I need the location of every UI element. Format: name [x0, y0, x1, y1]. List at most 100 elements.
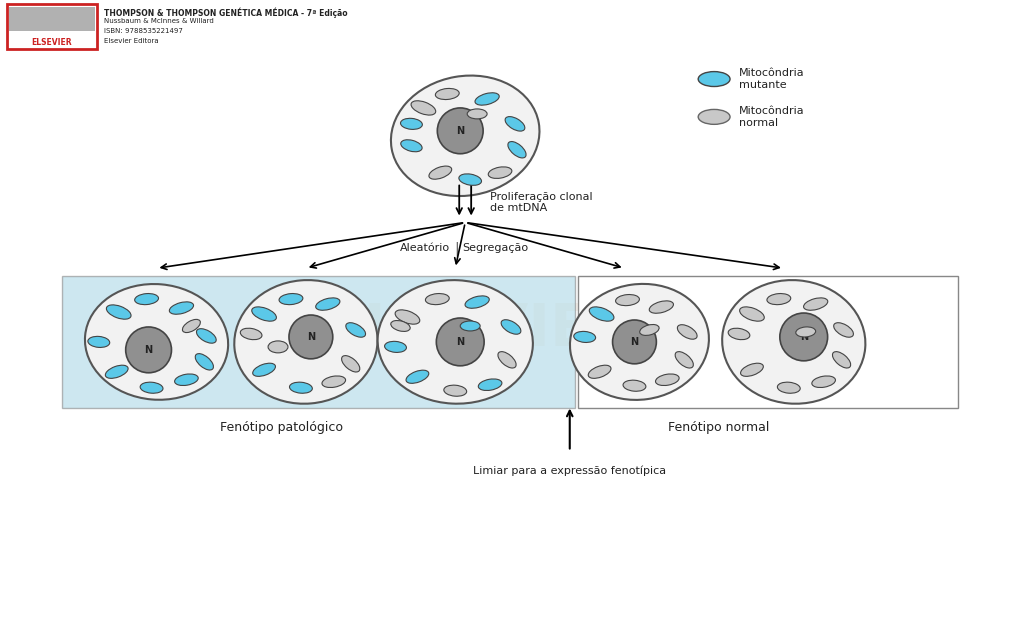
Ellipse shape	[623, 380, 646, 391]
Ellipse shape	[196, 354, 213, 370]
Text: Proliferação clonal
de mtDNA: Proliferação clonal de mtDNA	[490, 192, 593, 213]
Circle shape	[436, 318, 484, 366]
Circle shape	[612, 320, 656, 364]
Circle shape	[780, 313, 827, 361]
Ellipse shape	[478, 379, 502, 390]
Ellipse shape	[475, 93, 500, 105]
Ellipse shape	[501, 320, 521, 334]
Ellipse shape	[675, 351, 693, 368]
Ellipse shape	[400, 140, 422, 152]
Ellipse shape	[105, 365, 128, 378]
Circle shape	[437, 108, 483, 154]
Text: Limiar para a expressão fenotípica: Limiar para a expressão fenotípica	[473, 465, 667, 476]
FancyBboxPatch shape	[9, 8, 95, 31]
Ellipse shape	[465, 296, 489, 308]
Ellipse shape	[391, 321, 411, 332]
Ellipse shape	[505, 116, 525, 131]
Text: Nussbaum & McInnes & Willard: Nussbaum & McInnes & Willard	[103, 19, 214, 24]
Ellipse shape	[615, 294, 639, 306]
Ellipse shape	[649, 301, 674, 313]
Ellipse shape	[467, 109, 487, 119]
Ellipse shape	[573, 332, 596, 342]
Text: Fenótipo patológico: Fenótipo patológico	[219, 421, 342, 434]
FancyBboxPatch shape	[7, 4, 97, 49]
Ellipse shape	[400, 118, 422, 129]
FancyBboxPatch shape	[578, 276, 958, 408]
Ellipse shape	[488, 167, 512, 179]
FancyBboxPatch shape	[62, 276, 574, 408]
Text: THOMPSON & THOMPSON GENÉTICA MÉDICA - 7ª Edição: THOMPSON & THOMPSON GENÉTICA MÉDICA - 7ª…	[103, 8, 347, 18]
Ellipse shape	[698, 72, 730, 86]
Ellipse shape	[677, 324, 697, 339]
Text: Segregação: Segregação	[462, 243, 528, 253]
Ellipse shape	[834, 323, 853, 337]
Text: N: N	[307, 332, 315, 342]
Ellipse shape	[290, 382, 312, 393]
Text: Mitocôndria
mutante: Mitocôndria mutante	[739, 68, 805, 90]
Ellipse shape	[378, 280, 532, 404]
Ellipse shape	[385, 341, 407, 353]
Ellipse shape	[698, 109, 730, 124]
Text: Aleatório: Aleatório	[400, 243, 451, 253]
Text: N: N	[800, 332, 808, 342]
Ellipse shape	[812, 376, 836, 387]
Ellipse shape	[425, 294, 450, 305]
Ellipse shape	[253, 364, 275, 376]
Ellipse shape	[342, 356, 359, 372]
Ellipse shape	[435, 88, 459, 100]
Ellipse shape	[443, 385, 467, 396]
Ellipse shape	[460, 321, 480, 331]
Text: Fenótipo normal: Fenótipo normal	[669, 421, 770, 434]
Text: ISBN: 9788535221497: ISBN: 9788535221497	[103, 28, 182, 35]
Circle shape	[289, 315, 333, 359]
Ellipse shape	[391, 76, 540, 196]
Ellipse shape	[407, 370, 429, 383]
Ellipse shape	[570, 284, 709, 400]
Ellipse shape	[85, 284, 228, 400]
Ellipse shape	[234, 280, 378, 404]
Ellipse shape	[833, 351, 851, 368]
Text: Elsevier Editora: Elsevier Editora	[103, 38, 159, 44]
Ellipse shape	[498, 351, 516, 368]
Ellipse shape	[395, 310, 420, 324]
Ellipse shape	[588, 365, 611, 378]
Ellipse shape	[459, 174, 481, 186]
Ellipse shape	[241, 328, 262, 340]
Ellipse shape	[182, 319, 201, 333]
Ellipse shape	[589, 307, 614, 321]
Ellipse shape	[88, 337, 110, 348]
Ellipse shape	[411, 100, 436, 115]
Ellipse shape	[655, 374, 679, 385]
Ellipse shape	[429, 166, 452, 179]
Ellipse shape	[739, 307, 764, 321]
Text: N: N	[631, 337, 639, 347]
Ellipse shape	[777, 382, 800, 393]
Text: N: N	[456, 126, 464, 136]
Text: N: N	[144, 345, 153, 355]
Ellipse shape	[197, 329, 216, 343]
Text: Mitocôndria
normal: Mitocôndria normal	[739, 106, 805, 128]
Ellipse shape	[280, 294, 303, 305]
Ellipse shape	[268, 341, 288, 353]
Ellipse shape	[796, 327, 816, 337]
Text: |: |	[454, 241, 459, 255]
Ellipse shape	[346, 323, 366, 337]
Ellipse shape	[322, 376, 345, 387]
Ellipse shape	[767, 294, 791, 305]
Ellipse shape	[135, 294, 159, 305]
Text: N: N	[456, 337, 464, 347]
Ellipse shape	[252, 307, 276, 321]
Ellipse shape	[722, 280, 865, 404]
Ellipse shape	[640, 324, 659, 335]
Ellipse shape	[315, 298, 340, 310]
Text: ELSEVIER: ELSEVIER	[32, 38, 73, 47]
Ellipse shape	[169, 302, 194, 314]
Ellipse shape	[106, 305, 131, 319]
Ellipse shape	[175, 374, 199, 385]
Ellipse shape	[740, 364, 763, 376]
Text: ELSEVIER: ELSEVIER	[325, 301, 636, 358]
Ellipse shape	[728, 328, 750, 340]
Ellipse shape	[508, 141, 526, 158]
Ellipse shape	[140, 382, 163, 393]
Ellipse shape	[804, 298, 827, 310]
